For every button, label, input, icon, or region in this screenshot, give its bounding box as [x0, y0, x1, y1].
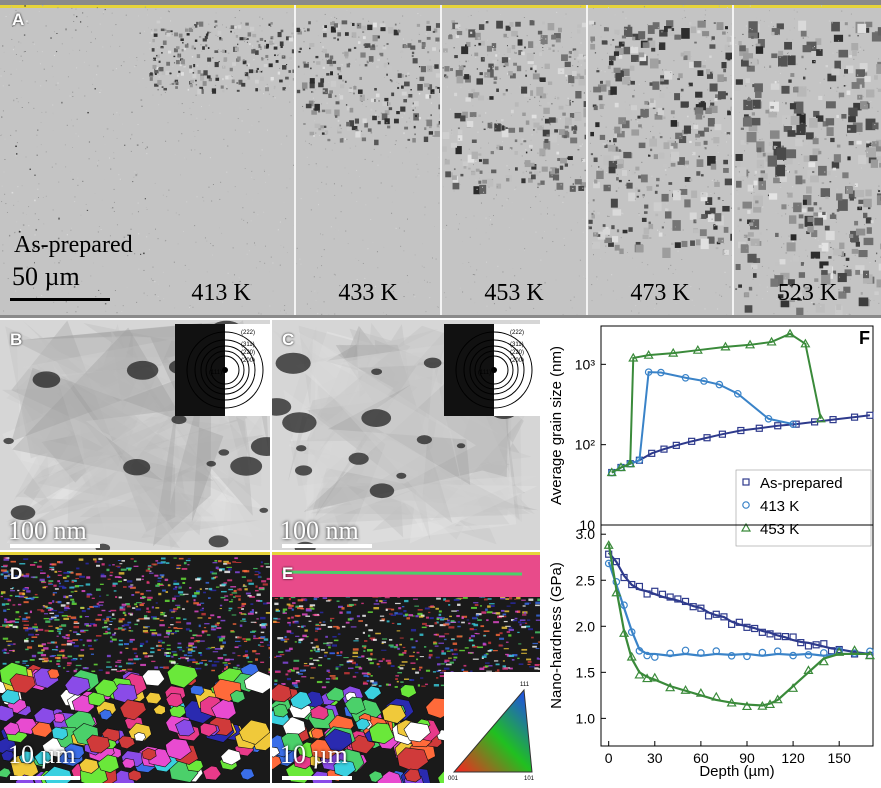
y-tick-label: 2.0	[576, 618, 596, 634]
diffraction-ring-label: (200)	[241, 358, 255, 364]
hardness-point	[682, 647, 688, 653]
diffraction-ring-label: (311)	[241, 342, 255, 348]
legend-entry: 413 K	[760, 498, 799, 515]
diffraction-ring-label: (311)	[510, 342, 524, 348]
scalebar-e-text: 10 µm	[280, 740, 348, 770]
strip-523k: 523 K	[734, 5, 881, 315]
panel-label-a: A	[12, 10, 24, 30]
panel-label-e: E	[282, 564, 293, 584]
y-tick-label: 1.5	[576, 664, 596, 680]
temperature-label: 413 K	[148, 280, 294, 307]
panel-label-c: C	[282, 330, 294, 350]
x-tick-label: 150	[828, 750, 852, 766]
diffraction-ring-label: (111)	[209, 370, 222, 376]
panel-c-tem-image: (222) (311) (220) (200) (111) C 100 nm	[272, 320, 540, 550]
scalebar-c-line	[282, 544, 372, 548]
panel-d-ebsd-map: D 10 µm	[0, 552, 270, 783]
grain-size-line-2	[612, 334, 821, 473]
temperature-label: 433 K	[296, 280, 440, 307]
diffraction-pattern-inset-b: (222) (311) (220) (200) (111)	[175, 324, 270, 416]
diffraction-ring-label: (222)	[510, 330, 524, 336]
temperature-label: 473 K	[588, 280, 732, 307]
scalebar-e-line	[282, 776, 352, 780]
diffraction-ring-label: (220)	[241, 350, 255, 356]
scalebar-c-text: 100 nm	[280, 516, 359, 546]
hardness-line-1	[609, 562, 870, 656]
scalebar-b-text: 100 nm	[8, 516, 87, 546]
panel-label-f: F	[859, 328, 870, 349]
y-tick-label: 2.5	[576, 572, 596, 588]
diffraction-pattern-inset-c: (222) (311) (220) (200) (111)	[444, 324, 540, 416]
strip-413k: 413 K	[148, 5, 296, 315]
ipf-corner-label: 101	[524, 776, 535, 782]
y-tick-label: 1.0	[576, 710, 596, 726]
x-axis-label-depth: Depth (µm)	[699, 763, 774, 780]
x-tick-label: 30	[647, 750, 663, 766]
panel-e-ebsd-map: 111 001 101 E 10 µm	[272, 552, 540, 783]
x-tick-label: 120	[781, 750, 805, 766]
panel-label-d: D	[10, 564, 22, 584]
ipf-color-key-inset: 111 001 101	[444, 672, 540, 783]
strip-473k: 473 K	[588, 5, 734, 315]
legend-entry: 453 K	[760, 521, 799, 538]
temperature-label: 523 K	[734, 280, 881, 307]
hardness-line-0	[609, 553, 870, 654]
diffraction-ring-label: (220)	[510, 350, 524, 356]
ipf-corner-label: 001	[448, 776, 459, 782]
strip-453k: 453 K	[442, 5, 588, 315]
grain-size-line-0	[612, 415, 870, 472]
bottom-plot-frame	[601, 525, 873, 746]
scalebar-a-line	[10, 298, 110, 301]
scalebar-d-text: 10 µm	[8, 740, 76, 770]
strip-433k: 433 K	[296, 5, 442, 315]
panel-label-b: B	[10, 330, 22, 350]
y-tick-label: 10²	[575, 437, 596, 453]
y-tick-label: 3.0	[576, 526, 596, 542]
scalebar-b-line	[10, 544, 100, 548]
scalebar-a-text: 50 µm	[12, 262, 80, 292]
panel-b-tem-image: (222) (311) (220) (200) (111) B 100 nm	[0, 320, 270, 550]
temperature-label: 453 K	[442, 280, 586, 307]
scalebar-d-line	[10, 776, 80, 780]
y-tick-label: 10³	[575, 356, 596, 372]
diffraction-ring-label: (111)	[478, 370, 491, 376]
x-tick-label: 0	[605, 750, 613, 766]
legend-entry: As-prepared	[760, 475, 843, 492]
ipf-corner-label: 111	[520, 682, 530, 688]
diffraction-ring-label: (222)	[241, 330, 255, 336]
y-axis-label-grain-size: Average grain size (nm)	[548, 346, 565, 505]
diffraction-ring-label: (200)	[510, 358, 524, 364]
as-prepared-label: As-prepared	[14, 232, 133, 259]
y-axis-label-hardness: Nano-hardness (GPa)	[548, 562, 565, 709]
